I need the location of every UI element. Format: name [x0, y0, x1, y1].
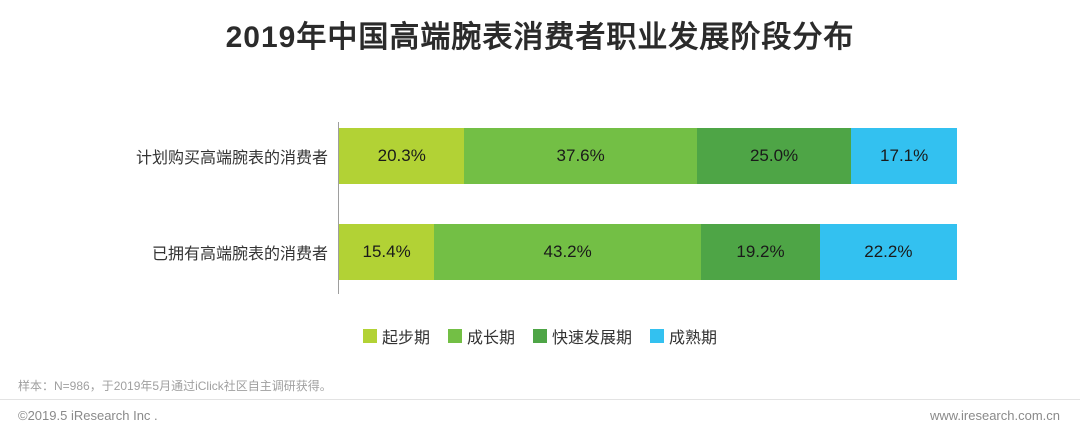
value-label: 37.6% [556, 146, 605, 165]
value-label: 15.4% [362, 242, 411, 261]
copyright-text: ©2019.5 iResearch Inc . [18, 408, 158, 423]
bar-segment-start: 15.4% [339, 224, 435, 280]
legend-item-rapid: 快速发展期 [533, 324, 632, 348]
y-axis-line [338, 122, 339, 294]
stacked-bar: 20.3% 37.6% 25.0% 17.1% [339, 128, 957, 184]
value-label: 43.2% [543, 242, 592, 261]
category-label: 计划购买高端腕表的消费者 [135, 150, 328, 167]
value-label: 20.3% [377, 146, 426, 165]
category-label: 已拥有高端腕表的消费者 [151, 246, 328, 263]
stacked-bar-chart: 计划购买高端腕表的消费者 20.3% 37.6% 25.0% 17.1% 已拥有高端腕表的… [0, 122, 1080, 348]
legend-swatch [447, 329, 462, 343]
chart-rows: 计划购买高端腕表的消费者 20.3% 37.6% 25.0% 17.1% 已拥有高端腕表的… [0, 122, 1080, 294]
bar-row: 已拥有高端腕表的消费者 15.4% 43.2% 19.2% 22.2% [0, 224, 1080, 280]
legend-swatch [362, 329, 377, 343]
bar-row: 计划购买高端腕表的消费者 20.3% 37.6% 25.0% 17.1% [0, 128, 1080, 184]
bar-segment-mature: 22.2% [819, 224, 957, 280]
legend-label: 成长期 [466, 330, 515, 347]
value-label: 17.1% [880, 146, 929, 165]
legend-item-start: 起步期 [362, 324, 430, 348]
page-footer: ©2019.5 iResearch Inc . www.iresearch.co… [18, 408, 1060, 423]
value-label: 25.0% [749, 146, 799, 165]
value-label: 19.2% [736, 242, 785, 261]
sample-note: 样本：N=986，于2019年5月通过iClick社区自主调研获得。 [18, 379, 332, 393]
legend-label: 快速发展期 [552, 330, 633, 347]
bar-segment-rapid: 25.0% [696, 128, 852, 184]
legend-swatch [533, 329, 547, 343]
legend-swatch [650, 329, 665, 343]
legend-label: 起步期 [381, 330, 430, 347]
bar-segment-growth: 37.6% [464, 128, 697, 184]
value-label: 22.2% [864, 242, 913, 261]
stacked-bar: 15.4% 43.2% 19.2% 22.2% [339, 224, 957, 280]
bar-segment-rapid: 19.2% [701, 224, 820, 280]
bar-segment-growth: 43.2% [434, 224, 702, 280]
chart-title: 2019年中国高端腕表消费者职业发展阶段分布 [225, 21, 855, 54]
chart-legend: 起步期 成长期 快速发展期 成熟期 [0, 324, 1080, 348]
bar-segment-start: 20.3% [339, 128, 465, 184]
legend-item-mature: 成熟期 [650, 324, 717, 348]
footer-divider [0, 399, 1080, 400]
legend-label: 成熟期 [669, 330, 718, 347]
bar-segment-mature: 17.1% [851, 128, 957, 184]
website-link[interactable]: www.iresearch.com.cn [929, 408, 1060, 423]
legend-item-growth: 成长期 [447, 324, 515, 348]
